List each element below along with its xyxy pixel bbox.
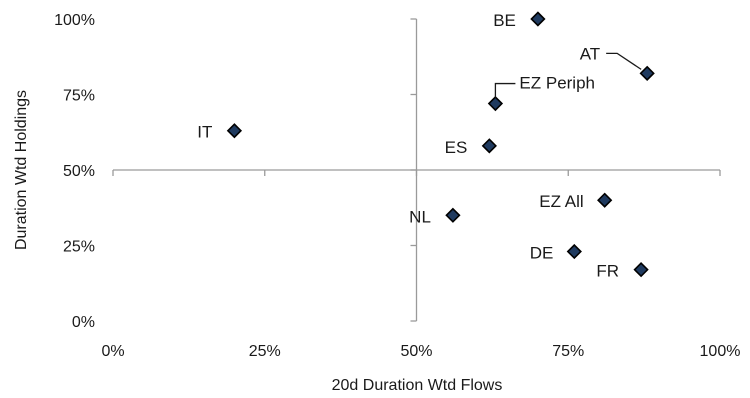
tick-labels: 0% 25% 50% 75% 100% 0% 25% 50% 75% 100% xyxy=(54,12,740,360)
x-tick-label: 75% xyxy=(552,343,584,360)
point-label: BE xyxy=(493,11,516,30)
y-tick-label: 25% xyxy=(63,239,95,256)
data-point xyxy=(633,262,649,278)
data-point xyxy=(639,65,655,81)
data-point xyxy=(597,192,613,208)
label-leader-line xyxy=(494,82,516,98)
data-point xyxy=(481,138,497,154)
data-point xyxy=(226,123,243,139)
point-label: EZ All xyxy=(539,192,583,211)
x-tick-label: 25% xyxy=(249,343,281,360)
data-point xyxy=(530,11,546,27)
data-point xyxy=(445,207,461,223)
x-tick-label: 50% xyxy=(400,343,432,360)
x-tick-label: 0% xyxy=(101,343,124,360)
y-tick-label: 50% xyxy=(63,163,95,180)
data-points xyxy=(226,11,655,278)
label-leader-line xyxy=(606,52,642,70)
data-point xyxy=(566,243,582,260)
y-tick-label: 75% xyxy=(63,88,95,105)
point-label: NL xyxy=(409,207,431,226)
point-label: ES xyxy=(445,138,468,157)
axes xyxy=(112,18,721,322)
data-point xyxy=(487,95,504,112)
x-tick-label: 100% xyxy=(700,343,741,360)
point-label: DE xyxy=(530,244,554,263)
point-label: FR xyxy=(596,262,619,281)
y-tick-label: 100% xyxy=(54,12,95,29)
y-axis-title: Duration Wtd Holdings xyxy=(13,90,30,250)
point-label: EZ Periph xyxy=(519,74,595,93)
point-label: IT xyxy=(197,123,212,142)
y-tick-label: 0% xyxy=(72,314,95,331)
point-labels: BE AT EZ Periph IT ES EZ All NL DE FR xyxy=(197,11,642,281)
point-label: AT xyxy=(580,44,600,63)
x-axis-title: 20d Duration Wtd Flows xyxy=(332,377,503,394)
